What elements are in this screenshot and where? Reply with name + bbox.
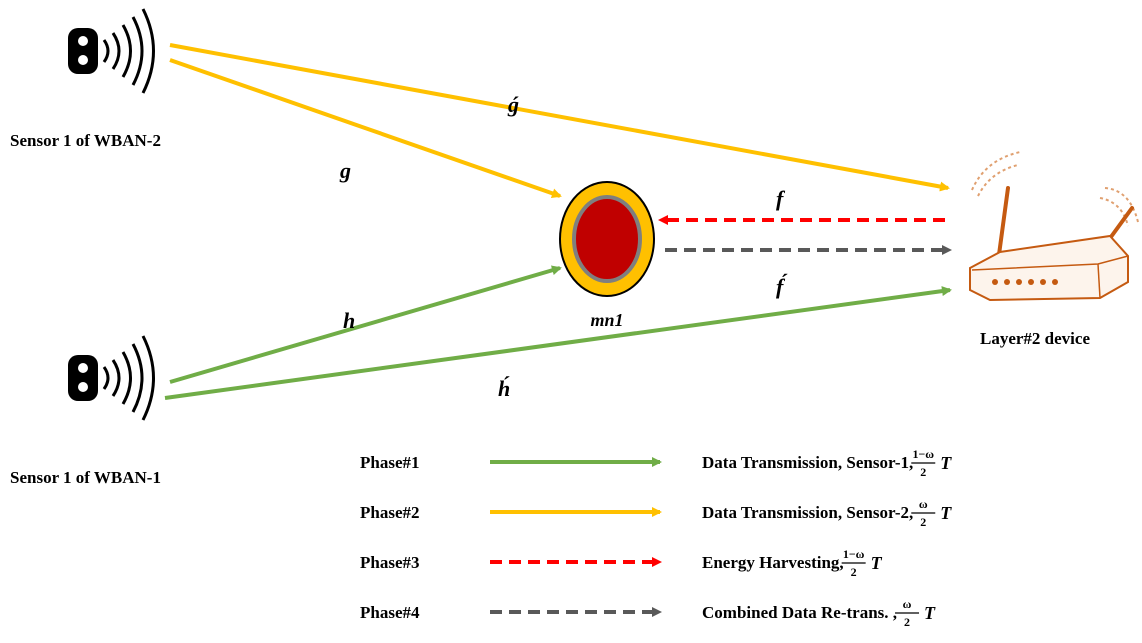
legend-fraction-denominator: 2 bbox=[920, 465, 926, 479]
legend-phase-label: Phase#3 bbox=[360, 553, 420, 572]
legend-period-symbol: T bbox=[940, 453, 952, 473]
link-fprime-hprime-sensor1-to-device bbox=[164, 286, 952, 400]
legend: Phase#1 Data Transmission, Sensor-1, 1−ω 2… bbox=[360, 447, 952, 629]
legend-row: Phase#1 Data Transmission, Sensor-1, 1−ω 2… bbox=[360, 447, 952, 479]
relay-label: mn1 bbox=[590, 310, 623, 330]
link-gprime-sensor2-to-device bbox=[169, 43, 950, 192]
channel-fprime-label: f́ bbox=[776, 274, 788, 299]
sensor-wban1-label: Sensor 1 of WBAN-1 bbox=[10, 468, 161, 487]
legend-period-symbol: T bbox=[871, 553, 883, 573]
legend-description: Combined Data Re-trans. , bbox=[702, 603, 897, 622]
legend-fraction-numerator: ω bbox=[919, 497, 928, 511]
link-h-sensor1-to-relay bbox=[169, 265, 562, 384]
channel-h-label: h bbox=[343, 308, 355, 333]
device-label: Layer#2 device bbox=[980, 329, 1090, 348]
channel-f-label: f bbox=[776, 186, 786, 211]
legend-description: Energy Harvesting, bbox=[702, 553, 844, 572]
sensor-wban2-icon bbox=[68, 8, 155, 94]
sensor-wban2-label: Sensor 1 of WBAN-2 bbox=[10, 131, 161, 150]
legend-phase-label: Phase#1 bbox=[360, 453, 420, 472]
legend-row: Phase#4 Combined Data Re-trans. , ω 2 T bbox=[360, 597, 936, 629]
legend-fraction-numerator: 1−ω bbox=[843, 547, 865, 561]
relay-node-icon bbox=[559, 181, 655, 297]
channel-gprime-label: ǵ bbox=[507, 92, 519, 117]
sensor-wban1-icon bbox=[68, 335, 155, 421]
legend-period-symbol: T bbox=[940, 503, 952, 523]
legend-phase-label: Phase#4 bbox=[360, 603, 420, 622]
legend-phase-label: Phase#2 bbox=[360, 503, 420, 522]
legend-fraction-denominator: 2 bbox=[920, 515, 926, 529]
link-g-sensor2-to-relay bbox=[169, 58, 562, 199]
legend-fraction-denominator: 2 bbox=[851, 565, 857, 579]
legend-fraction-numerator: 1−ω bbox=[912, 447, 934, 461]
legend-description: Data Transmission, Sensor-1, bbox=[702, 453, 913, 472]
legend-row: Phase#3 Energy Harvesting, 1−ω 2 T bbox=[360, 547, 883, 579]
legend-fraction-numerator: ω bbox=[903, 597, 912, 611]
legend-period-symbol: T bbox=[924, 603, 936, 623]
legend-row: Phase#2 Data Transmission, Sensor-2, ω 2 T bbox=[360, 497, 952, 529]
channel-g-label: g bbox=[339, 158, 351, 183]
legend-description: Data Transmission, Sensor-2, bbox=[702, 503, 913, 522]
router-icon bbox=[969, 151, 1139, 302]
channel-hprime-label: h́ bbox=[498, 376, 510, 401]
legend-fraction-denominator: 2 bbox=[904, 615, 910, 629]
